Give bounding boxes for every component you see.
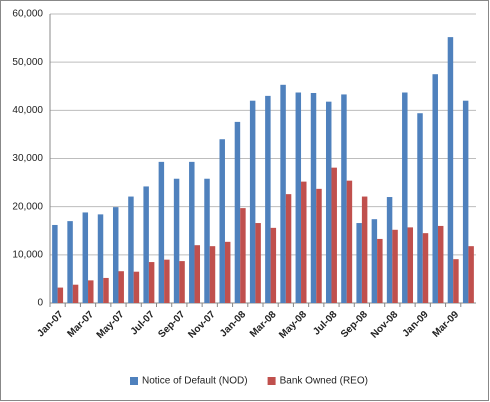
bar: [392, 229, 398, 303]
bar: [133, 271, 140, 303]
bar: [234, 121, 241, 303]
bar: [97, 214, 104, 303]
bar: [158, 161, 165, 303]
bar: [240, 208, 246, 303]
bar: [356, 223, 362, 303]
bar: [341, 94, 347, 304]
bar: [204, 178, 210, 303]
bar: [194, 245, 201, 303]
y-tick-label: 30,000: [12, 153, 43, 164]
y-tick-label: 60,000: [12, 9, 43, 20]
y-tick-label: 50,000: [12, 57, 43, 68]
bar: [82, 212, 89, 303]
bar: [249, 100, 256, 303]
bar: [301, 181, 307, 303]
legend-label: Notice of Default (NOD): [142, 376, 248, 387]
bar: [310, 92, 317, 303]
legend-swatch: [130, 377, 138, 385]
bar: [468, 246, 474, 303]
bar: [285, 194, 292, 303]
bar: [179, 261, 185, 303]
bar: [128, 196, 134, 303]
bar: [280, 84, 286, 304]
bar: [57, 287, 64, 303]
bar: [224, 241, 231, 303]
bar: [209, 246, 216, 303]
legend-label: Bank Owned (REO): [280, 376, 368, 387]
bar: [255, 223, 261, 303]
bar: [371, 219, 378, 303]
bar: [295, 92, 302, 304]
bar: [407, 227, 414, 303]
bar: [361, 196, 368, 303]
y-tick-label: 0: [37, 298, 43, 309]
bar: [316, 188, 322, 303]
bar: [88, 280, 94, 303]
y-tick-label: 10,000: [12, 249, 43, 260]
bar: [432, 74, 438, 303]
y-tick-label: 40,000: [12, 105, 43, 116]
bar: [112, 207, 119, 303]
bar: [270, 227, 277, 303]
bar: [402, 92, 408, 304]
bar: [331, 167, 337, 303]
bar: [52, 224, 58, 303]
bar: [148, 262, 155, 303]
bar: [173, 178, 180, 303]
bar: [386, 197, 393, 303]
y-tick-label: 20,000: [12, 201, 43, 212]
bar: [422, 233, 429, 303]
bar: [219, 139, 225, 303]
bar: [72, 284, 79, 303]
bar: [437, 225, 444, 303]
bar: [265, 95, 271, 303]
bar: [346, 180, 353, 303]
bar: [447, 37, 454, 304]
legend-swatch: [267, 377, 276, 385]
bar: [417, 113, 423, 304]
bar: [143, 186, 149, 303]
bar: [67, 221, 73, 303]
bar: [103, 277, 109, 303]
bar: [377, 238, 383, 303]
bar: [462, 100, 469, 303]
bar: [189, 161, 195, 303]
bar: [118, 271, 124, 303]
bar: [325, 101, 332, 303]
bar: [164, 259, 170, 303]
bar: [453, 259, 459, 303]
